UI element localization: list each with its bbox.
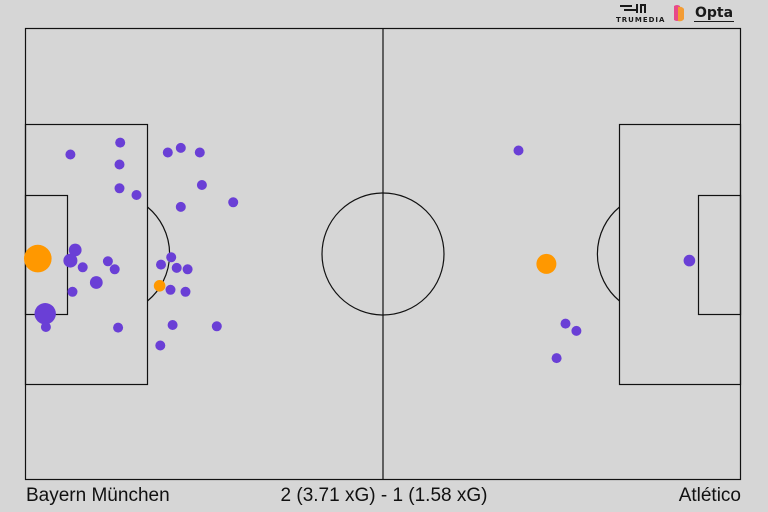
centre-circle — [321, 192, 445, 316]
shot-marker-home-5 — [65, 149, 76, 160]
shot-marker-home-9 — [102, 256, 113, 267]
goal-marker-home-26 — [153, 280, 166, 292]
score-line: 2 (3.71 xG) - 1 (1.58 xG) — [280, 485, 488, 506]
shot-marker-home-7 — [67, 286, 78, 297]
shot-marker-away-5 — [551, 353, 562, 364]
goal-marker-home-0 — [24, 244, 52, 273]
shot-marker-away-4 — [571, 325, 582, 336]
shot-marker-home-28 — [180, 286, 191, 297]
goal-marker-away-1 — [536, 253, 557, 274]
right-penalty-area — [618, 123, 742, 386]
shot-marker-away-0 — [513, 145, 524, 156]
shot-marker-home-16 — [162, 147, 173, 158]
shot-marker-home-4 — [68, 243, 82, 257]
shot-marker-home-25 — [171, 262, 182, 273]
shot-marker-home-6 — [77, 262, 88, 273]
shot-marker-home-14 — [113, 322, 124, 333]
right-penalty-arc — [596, 206, 620, 302]
shot-marker-home-2 — [40, 322, 51, 332]
home-team-name: Bayern München — [26, 485, 170, 506]
shot-marker-home-15 — [131, 190, 142, 200]
shot-marker-home-13 — [114, 183, 125, 194]
opta-wordmark: Opta — [695, 5, 734, 21]
shot-marker-home-17 — [175, 142, 186, 153]
trumedia-wordmark: TRUMEDIA — [616, 16, 666, 24]
shot-marker-home-18 — [194, 147, 205, 158]
shot-marker-home-19 — [196, 180, 207, 190]
away-team-name: Atlético — [678, 485, 741, 506]
right-six-yard-box — [697, 194, 742, 316]
shot-marker-home-22 — [156, 259, 166, 270]
shot-marker-home-20 — [228, 197, 239, 208]
shot-marker-home-27 — [165, 284, 176, 295]
shot-marker-home-30 — [155, 340, 166, 351]
shot-marker-home-24 — [182, 264, 193, 275]
shot-marker-home-12 — [114, 159, 125, 170]
shot-marker-home-10 — [109, 264, 120, 275]
shot-marker-home-11 — [115, 137, 126, 148]
trumedia-logo — [620, 4, 734, 22]
shot-marker-home-21 — [175, 201, 186, 212]
shot-marker-home-3 — [63, 253, 78, 268]
shot-marker-away-3 — [560, 318, 571, 329]
shot-marker-home-8 — [89, 276, 103, 289]
shot-marker-home-23 — [166, 252, 177, 263]
brand-logos: TRUMEDIA Opta — [612, 2, 742, 26]
shots-layer — [24, 137, 696, 364]
shot-marker-home-31 — [211, 321, 222, 332]
shot-marker-away-2 — [683, 254, 696, 267]
shot-marker-home-1 — [34, 303, 56, 325]
shot-marker-home-29 — [167, 320, 178, 330]
